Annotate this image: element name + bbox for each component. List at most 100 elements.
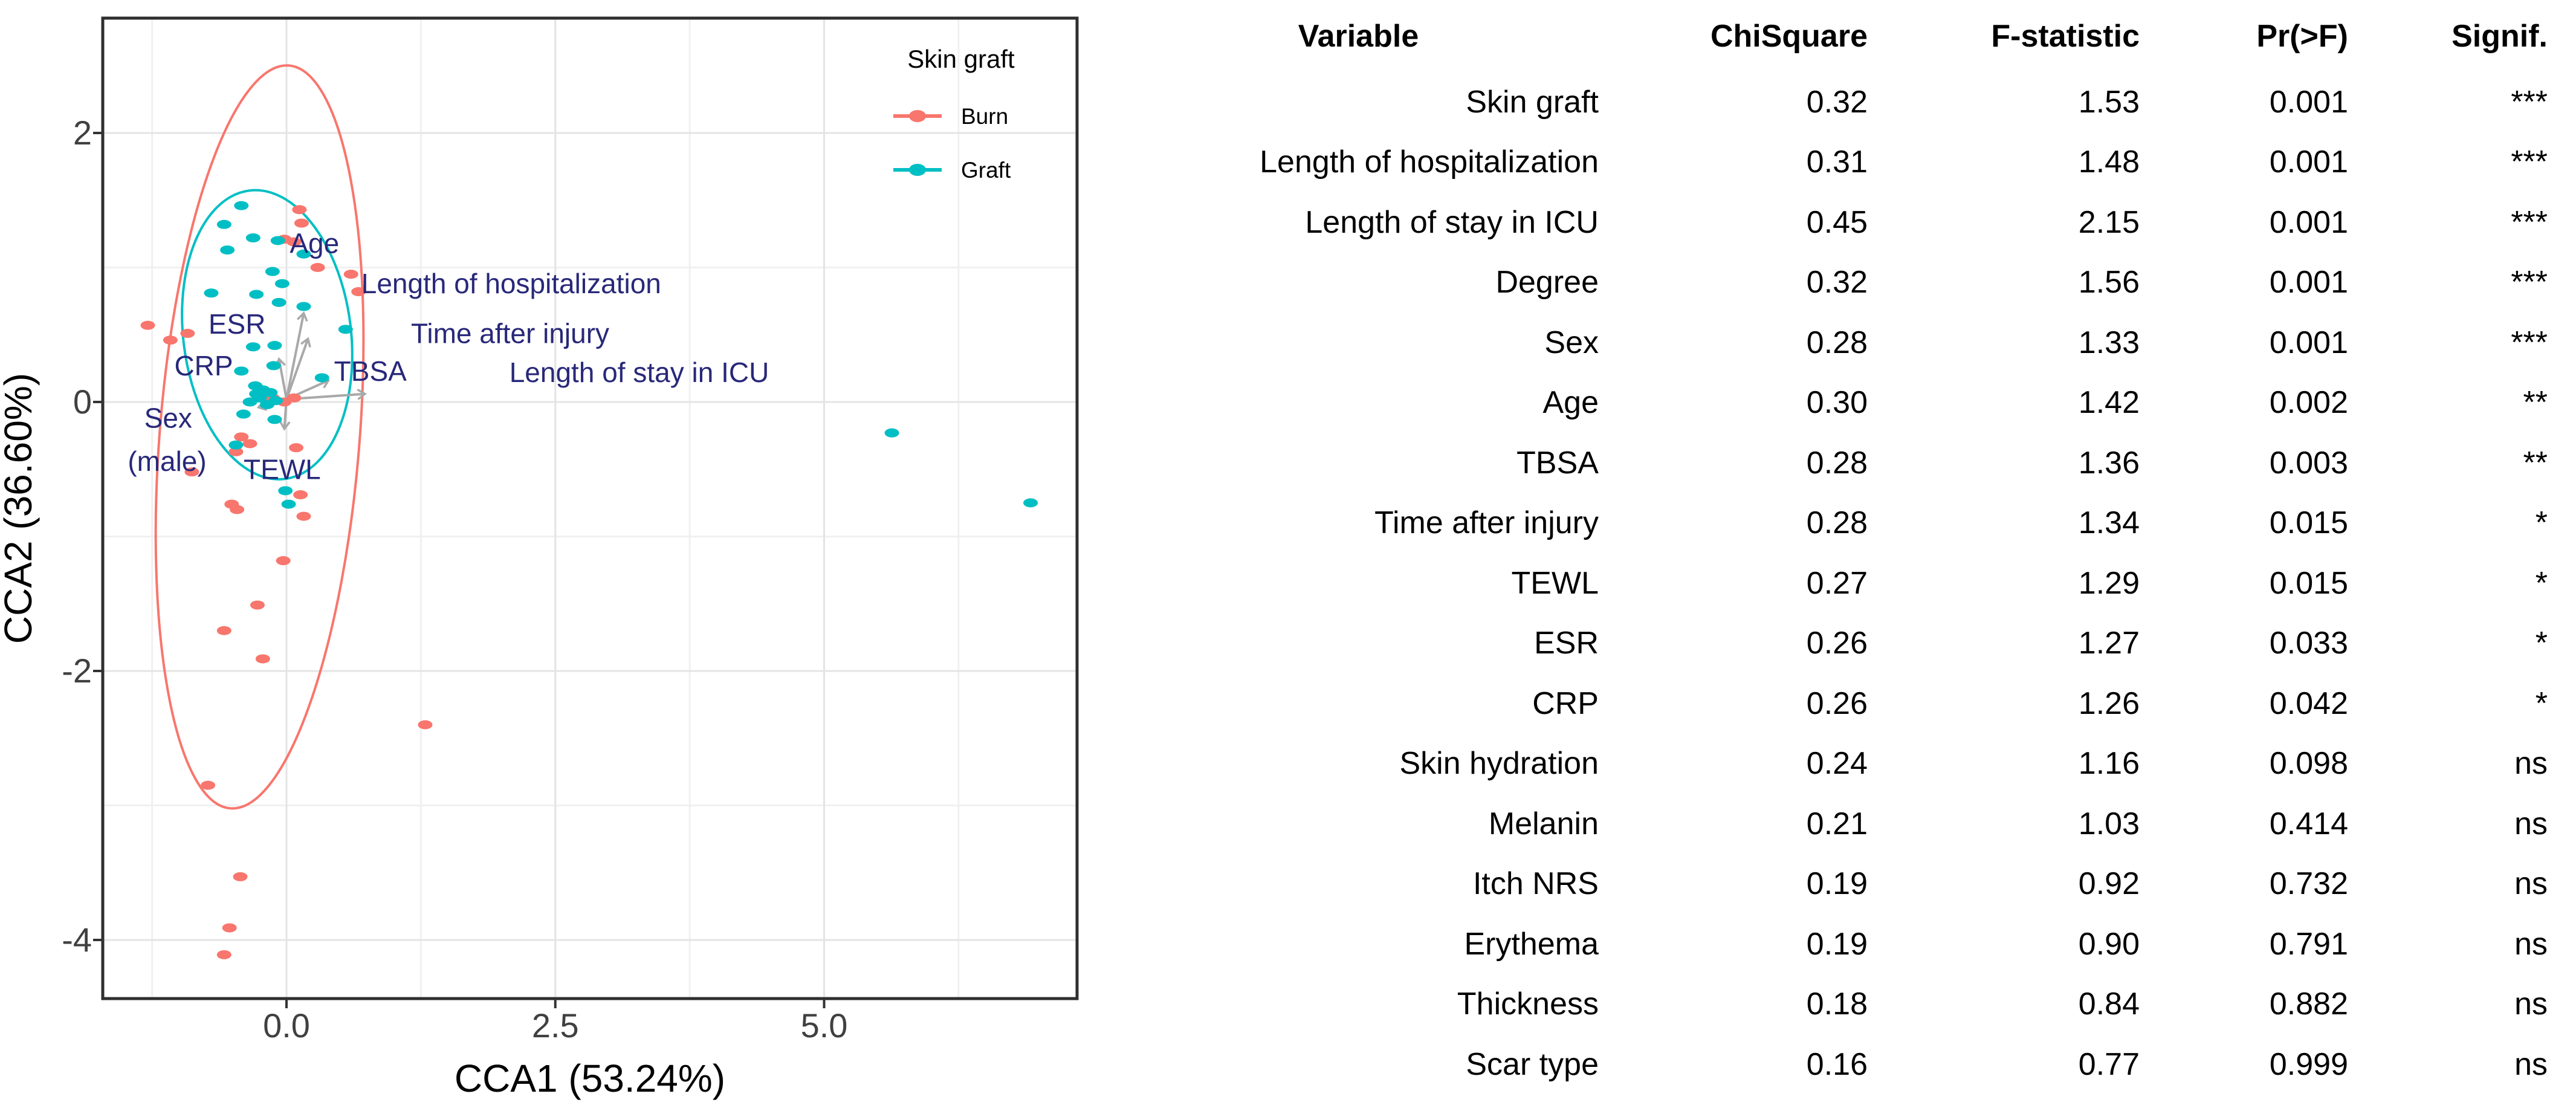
data-point-graft bbox=[236, 409, 251, 419]
table-cell-value: 0.098 bbox=[2269, 746, 2348, 782]
table-cell-value: 1.29 bbox=[2078, 565, 2140, 601]
data-point-graft bbox=[281, 499, 296, 509]
ellipse-graft bbox=[181, 189, 354, 481]
table-cell-value: 1.16 bbox=[2078, 746, 2140, 782]
table-cell-value: 0.28 bbox=[1806, 445, 1868, 481]
data-point-graft bbox=[220, 245, 235, 255]
table-cell-value: *** bbox=[2511, 265, 2548, 300]
table-cell-variable: Erythema bbox=[1464, 926, 1599, 962]
table-cell-value: 0.001 bbox=[2269, 204, 2348, 240]
table-cell-value: *** bbox=[2511, 144, 2548, 180]
legend-item-label: Burn bbox=[961, 104, 1008, 129]
table-cell-value: ns bbox=[2514, 806, 2548, 841]
table-cell-value: 1.27 bbox=[2078, 626, 2140, 661]
table-cell-value: 0.001 bbox=[2269, 325, 2348, 360]
table-cell-value: *** bbox=[2511, 325, 2548, 360]
data-point-burn bbox=[286, 393, 302, 403]
table-cell-variable: Length of hospitalization bbox=[1260, 144, 1599, 180]
table-cell-variable: Melanin bbox=[1488, 806, 1599, 841]
table-cell-variable: TBSA bbox=[1516, 445, 1599, 481]
table-cell-value: * bbox=[2535, 626, 2548, 661]
data-point-graft bbox=[228, 440, 244, 450]
table-cell-value: 0.791 bbox=[2269, 926, 2348, 962]
table-cell-value: 0.001 bbox=[2269, 84, 2348, 120]
data-point-burn bbox=[140, 320, 155, 330]
x-tick-label: 2.5 bbox=[532, 1006, 579, 1045]
data-point-graft bbox=[216, 219, 231, 229]
data-point-burn bbox=[233, 872, 248, 881]
data-point-burn bbox=[296, 511, 311, 521]
table-cell-value: 0.31 bbox=[1806, 144, 1868, 180]
data-point-burn bbox=[163, 335, 178, 345]
data-point-burn bbox=[293, 490, 308, 500]
data-point-burn bbox=[230, 505, 245, 514]
variable-label: Time after injury bbox=[411, 318, 609, 349]
variable-label: (male) bbox=[128, 445, 206, 477]
table-cell-value: 1.03 bbox=[2078, 806, 2140, 841]
ellipse-burn bbox=[154, 64, 365, 810]
table-cell-value: 0.28 bbox=[1806, 325, 1868, 360]
legend: Skin graft Burn Graft bbox=[893, 45, 1015, 183]
data-point-graft bbox=[204, 288, 219, 298]
table-cell-value: 1.48 bbox=[2078, 144, 2140, 180]
column-header-prf: Pr(>F) bbox=[2256, 18, 2348, 54]
y-axis-title: CCA2 (36.60%) bbox=[0, 373, 40, 644]
y-tick-label: 0 bbox=[73, 383, 92, 421]
data-point-burn bbox=[276, 556, 291, 566]
data-point-burn bbox=[250, 600, 265, 610]
table-cell-value: 0.26 bbox=[1806, 626, 1868, 661]
table-cell-value: 0.015 bbox=[2269, 505, 2348, 541]
data-point-burn bbox=[289, 443, 304, 453]
table-cell-variable: Skin graft bbox=[1466, 84, 1599, 120]
points-graft bbox=[204, 201, 1038, 509]
cca-biplot: Age Length of hospitalization Time after i… bbox=[0, 0, 1118, 1108]
x-tick-label: 0.0 bbox=[263, 1006, 310, 1045]
table-cell-value: ns bbox=[2514, 987, 2548, 1022]
data-point-graft bbox=[249, 290, 264, 299]
points-burn bbox=[140, 205, 433, 959]
data-point-graft bbox=[271, 297, 286, 307]
data-point-burn bbox=[180, 329, 195, 339]
data-point-burn bbox=[234, 432, 249, 442]
plot-panel bbox=[103, 18, 1077, 999]
variable-label: Age bbox=[290, 227, 339, 259]
table-cell-value: 0.003 bbox=[2269, 445, 2348, 481]
table-cell-value: 0.32 bbox=[1806, 265, 1868, 300]
table-cell-variable: Age bbox=[1542, 385, 1599, 421]
data-point-graft bbox=[338, 325, 353, 334]
table-cell-variable: Length of stay in ICU bbox=[1305, 204, 1599, 240]
table-cell-value: 0.001 bbox=[2269, 144, 2348, 180]
variable-label: Length of hospitalization bbox=[361, 268, 661, 299]
table-cell-value: 0.32 bbox=[1806, 84, 1868, 120]
table-cell-value: 0.19 bbox=[1806, 866, 1868, 902]
table-cell-value: 0.24 bbox=[1806, 746, 1868, 782]
variable-label: ESR bbox=[209, 308, 266, 340]
data-point-burn bbox=[292, 205, 307, 215]
data-point-graft bbox=[1023, 498, 1038, 508]
data-point-burn bbox=[310, 263, 325, 272]
table-cell-variable: CRP bbox=[1532, 685, 1599, 721]
data-point-burn bbox=[343, 270, 358, 279]
data-point-graft bbox=[314, 373, 329, 383]
table-cell-value: 0.92 bbox=[2078, 866, 2140, 902]
group-ellipses bbox=[154, 64, 365, 810]
table-cell-value: 0.033 bbox=[2269, 626, 2348, 661]
table-cell-value: 0.882 bbox=[2269, 987, 2348, 1022]
table-cell-value: 1.26 bbox=[2078, 685, 2140, 721]
data-point-burn bbox=[228, 447, 244, 456]
table-cell-value: ** bbox=[2523, 385, 2548, 421]
panel-border bbox=[101, 16, 1079, 1000]
column-header-signif: Signif. bbox=[2451, 18, 2548, 54]
table-cell-value: 2.15 bbox=[2078, 204, 2140, 240]
axes: 0.0 2.5 5.0 2 0 -2 -4 CCA1 (53.24%) CCA2 (36.60%… bbox=[0, 114, 847, 1100]
table-cell-value: ** bbox=[2523, 445, 2548, 481]
table-cell-variable: Degree bbox=[1495, 265, 1599, 300]
table-cell-value: * bbox=[2535, 505, 2548, 541]
y-tick-label: -2 bbox=[62, 652, 92, 690]
data-point-graft bbox=[245, 233, 261, 243]
legend-key-dot bbox=[909, 164, 926, 176]
data-point-graft bbox=[265, 267, 280, 276]
data-point-burn bbox=[216, 950, 231, 959]
table-cell-variable: ESR bbox=[1534, 626, 1599, 661]
table-cell-value: 1.34 bbox=[2078, 505, 2140, 541]
